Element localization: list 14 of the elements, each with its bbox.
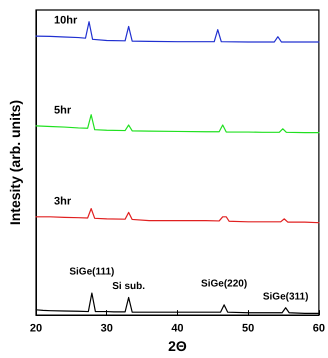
x-tick-label: 60 [312,322,326,335]
annotation: SiGe(111) [69,266,114,278]
x-axis-title: 2Θ [168,338,187,354]
x-tick-label: 40 [171,322,184,335]
x-tick-label: 20 [30,322,42,335]
y-axis-title: Intesity (arb. units) [7,100,23,226]
annotation: SiGe(220) [201,278,248,290]
series-label: 10hr [54,14,78,27]
annotation: SiGe(311) [262,291,308,302]
series-label: 3hr [54,195,72,208]
annotation: Si sub. [112,281,146,292]
series-label: 5hr [54,104,72,116]
x-tick-label: 30 [100,322,113,335]
x-tick-label: 50 [242,322,254,335]
